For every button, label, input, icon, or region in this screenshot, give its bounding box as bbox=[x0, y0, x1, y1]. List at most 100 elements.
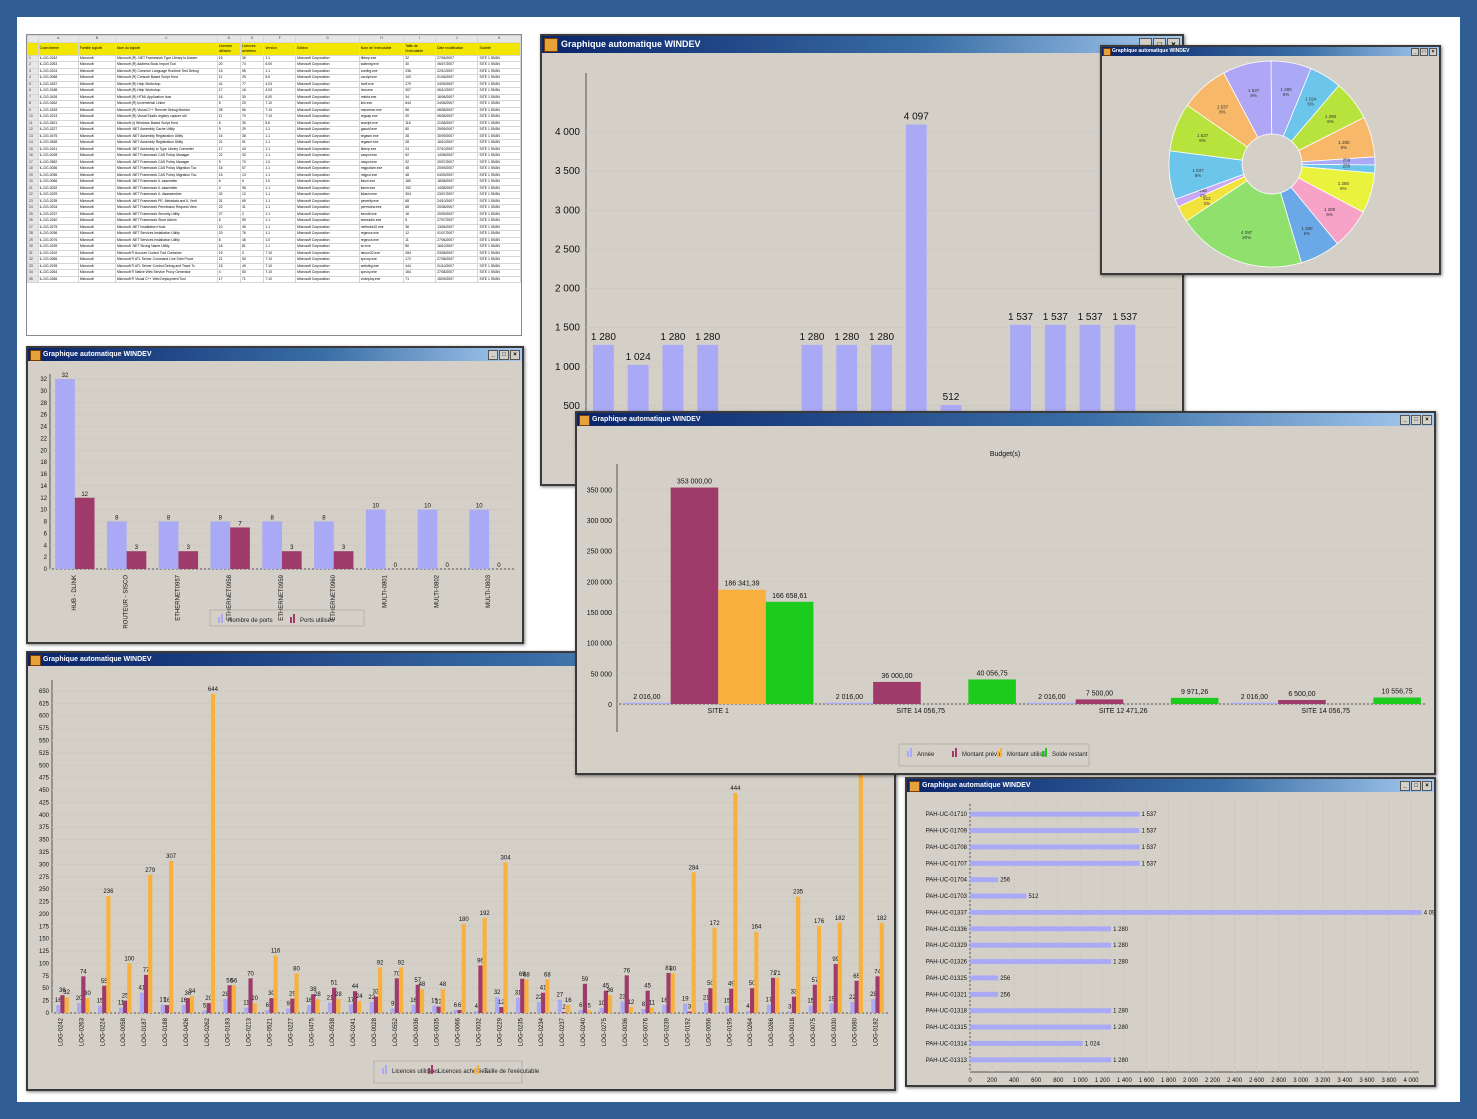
table-cell[interactable]: IL-DG-0213 bbox=[37, 113, 79, 121]
table-cell[interactable]: Microsoft Corporation bbox=[295, 275, 360, 283]
minimize-button[interactable]: _ bbox=[488, 350, 498, 360]
table-row[interactable]: 28 IL-DG-0036 Microsoft Microsoft .NET Serv… bbox=[27, 230, 521, 238]
table-cell[interactable]: SITE 1 SN3N bbox=[477, 93, 521, 101]
table-cell[interactable]: Microsoft Corporation bbox=[295, 93, 360, 101]
minimize-button[interactable]: _ bbox=[1411, 48, 1419, 56]
table-row[interactable]: 27 IL-DG-0275 Microsoft Microsoft .NET Inst… bbox=[27, 223, 521, 231]
table-cell[interactable]: SITE 1 SN3N bbox=[477, 80, 521, 88]
table-cell[interactable]: Microsoft Corporation bbox=[295, 113, 360, 121]
maximize-button[interactable]: □ bbox=[1411, 781, 1421, 791]
table-cell[interactable]: IL-DG-0262 bbox=[37, 100, 79, 108]
table-cell[interactable]: Microsoft bbox=[77, 113, 116, 121]
table-cell[interactable]: Microsoft bbox=[77, 93, 116, 101]
table-cell[interactable]: SITE 1 SN3N bbox=[477, 275, 521, 283]
table-row[interactable]: 10 IL-DG-0213 Microsoft Microsoft (R) Visua… bbox=[27, 113, 521, 121]
table-cell[interactable]: Microsoft bbox=[77, 100, 116, 108]
table-cell[interactable]: 30 bbox=[240, 119, 265, 127]
table-row[interactable]: 34 IL-DG-0264 Microsoft Microsoft ® Native … bbox=[27, 269, 521, 277]
column-header[interactable] bbox=[27, 41, 39, 56]
table-cell[interactable]: 15/09/2007 bbox=[435, 275, 479, 283]
table-cell[interactable]: Microsoft Corporation bbox=[295, 74, 360, 82]
table-cell[interactable]: Microsoft Corporation bbox=[295, 67, 360, 75]
table-cell[interactable]: Microsoft Corporation bbox=[295, 119, 360, 127]
table-cell[interactable]: IL-DG-0263 bbox=[37, 61, 79, 69]
table-cell[interactable]: 17 bbox=[216, 275, 242, 283]
table-cell[interactable]: 01/06/2007 bbox=[435, 74, 479, 82]
maximize-button[interactable]: □ bbox=[1420, 48, 1428, 56]
table-cell[interactable]: Microsoft ® Visual C++ Web Deployment To… bbox=[114, 275, 218, 283]
table-cell[interactable]: 70 bbox=[240, 113, 265, 121]
table-cell[interactable]: Microsoft bbox=[77, 80, 116, 88]
table-cell[interactable]: 24/09/2007 bbox=[435, 80, 479, 88]
table-cell[interactable]: IL-DG-0183 bbox=[37, 106, 79, 114]
table-cell[interactable]: SITE 1 SN3N bbox=[477, 61, 521, 69]
table-cell[interactable]: IL-DG-0058 bbox=[37, 74, 79, 82]
chart-window-pie[interactable]: Graphique automatique WINDEV _ □ × 1 280 6%… bbox=[1100, 45, 1441, 275]
table-row[interactable]: 7 IL-DG-0426 Microsoft Microsoft (R) HTML A… bbox=[27, 93, 521, 101]
table-cell[interactable]: IL-DG-0187 bbox=[37, 80, 79, 88]
minimize-button[interactable]: _ bbox=[1400, 781, 1410, 791]
table-cell[interactable]: Microsoft bbox=[77, 106, 116, 114]
table-cell[interactable]: SITE 1 SN3N bbox=[477, 100, 521, 108]
table-cell[interactable]: Microsoft Corporation bbox=[295, 106, 360, 114]
chart-window-ports[interactable]: Graphique automatique WINDEV _ □ × 0 2 4 6 8 10… bbox=[26, 346, 524, 644]
title-bar[interactable]: Graphique automatique WINDEV _□× bbox=[1102, 47, 1439, 56]
table-cell[interactable]: 24/06/2007 bbox=[435, 100, 479, 108]
table-cell[interactable]: 71 bbox=[240, 275, 265, 283]
column-header[interactable]: Nom du logiciel bbox=[114, 41, 218, 56]
table-cell[interactable]: IL-DG-0266 bbox=[37, 275, 79, 283]
table-cell[interactable]: 71 bbox=[403, 275, 437, 283]
table-cell[interactable]: 77 bbox=[240, 80, 265, 88]
table-cell[interactable]: Microsoft bbox=[77, 275, 116, 283]
table-row[interactable]: 8 IL-DG-0262 Microsoft Microsoft (R) Increm… bbox=[27, 100, 521, 108]
table-row[interactable]: 11 IL-DG-0521 Microsoft Microsoft (r) Windo… bbox=[27, 119, 521, 127]
title-bar[interactable]: Graphique automatique WINDEV _□× bbox=[542, 36, 1182, 53]
table-cell[interactable]: IL-DG-0224 bbox=[37, 67, 79, 75]
column-header[interactable]: Code interne bbox=[37, 41, 79, 56]
table-cell[interactable]: Microsoft Corporation bbox=[295, 87, 360, 95]
table-cell[interactable]: 20 bbox=[240, 100, 265, 108]
table-row[interactable]: 6 IL-DG-0188 Microsoft Microsoft (R) Help W… bbox=[27, 87, 521, 95]
table-row[interactable]: 25 IL-DG-0237 Microsoft Microsoft .NET Fram… bbox=[27, 210, 521, 218]
table-cell[interactable]: vcdeploy.exe bbox=[358, 275, 405, 283]
title-bar[interactable]: Graphique automatique WINDEV _□× bbox=[907, 779, 1434, 792]
table-row[interactable]: 17 IL-DG-0552 Microsoft Microsoft .NET Fram… bbox=[27, 158, 521, 166]
table-row[interactable]: 29 IL-DG-0076 Microsoft Microsoft .NET Serv… bbox=[27, 236, 521, 244]
chart-window-hbar[interactable]: Graphique automatique WINDEV _ □ × 0 200 400… bbox=[905, 777, 1436, 1087]
table-cell[interactable]: 74 bbox=[240, 61, 265, 69]
table-cell[interactable]: 22/10/2007 bbox=[435, 67, 479, 75]
table-row[interactable]: 14 IL-DG-0538 Microsoft Microsoft .NET Asse… bbox=[27, 139, 521, 147]
table-cell[interactable]: Microsoft bbox=[77, 119, 116, 127]
table-row[interactable]: 22 IL-DG-0229 Microsoft Microsoft .NET Fram… bbox=[27, 191, 521, 199]
minimize-button[interactable]: _ bbox=[1400, 415, 1410, 425]
table-cell[interactable]: 7.10 bbox=[263, 275, 297, 283]
close-button[interactable]: × bbox=[1429, 48, 1437, 56]
close-button[interactable]: × bbox=[510, 350, 520, 360]
table-row[interactable]: 2 IL-DG-0263 Microsoft Microsoft (R) Addres… bbox=[27, 61, 521, 69]
maximize-button[interactable]: □ bbox=[499, 350, 509, 360]
close-button[interactable]: × bbox=[1422, 781, 1432, 791]
maximize-button[interactable]: □ bbox=[1411, 415, 1421, 425]
table-cell[interactable]: Microsoft Corporation bbox=[295, 80, 360, 88]
chart-window-budget[interactable]: Graphique automatique WINDEV _ □ × Budget(… bbox=[575, 411, 1436, 775]
table-cell[interactable]: SITE 1 SN3N bbox=[477, 87, 521, 95]
table-cell[interactable]: SITE 1 SN3N bbox=[477, 113, 521, 121]
title-bar[interactable]: Graphique automatique WINDEV _□× bbox=[28, 348, 522, 361]
table-row[interactable]: 35 IL-DG-0266 Microsoft Microsoft ® Visual … bbox=[27, 275, 521, 283]
table-cell[interactable]: Microsoft bbox=[77, 67, 116, 75]
column-header[interactable]: Famille logiciel bbox=[77, 41, 116, 56]
column-header[interactable]: Version bbox=[263, 41, 297, 56]
table-cell[interactable]: SITE 1 SN3N bbox=[477, 74, 521, 82]
table-cell[interactable]: Microsoft bbox=[77, 74, 116, 82]
table-row[interactable]: 3 IL-DG-0224 Microsoft Microsoft (R) Common… bbox=[27, 67, 521, 75]
chart-window-top[interactable]: Graphique automatique WINDEV _□× 05001 0… bbox=[540, 34, 1184, 486]
column-header[interactable]: Société bbox=[477, 41, 521, 56]
table-cell[interactable]: 06/08/2007 bbox=[435, 113, 479, 121]
table-cell[interactable]: IL-DG-0521 bbox=[37, 119, 79, 127]
close-button[interactable]: × bbox=[1422, 415, 1432, 425]
table-cell[interactable]: IL-DG-0188 bbox=[37, 87, 79, 95]
table-cell[interactable]: 30 bbox=[240, 93, 265, 101]
table-cell[interactable]: Microsoft Corporation bbox=[295, 100, 360, 108]
table-cell[interactable]: 55 bbox=[240, 67, 265, 75]
column-header[interactable]: Licences achetées bbox=[240, 41, 265, 56]
